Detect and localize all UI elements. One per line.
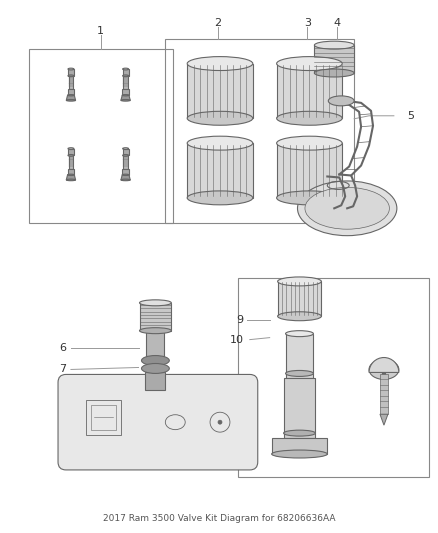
Text: 2017 Ram 3500 Valve Kit Diagram for 68206636AA: 2017 Ram 3500 Valve Kit Diagram for 6820…	[103, 514, 335, 523]
Text: 1: 1	[97, 26, 104, 36]
Ellipse shape	[187, 136, 253, 150]
Text: 9: 9	[237, 314, 244, 325]
Bar	[68, 69, 74, 76]
Bar	[165, 39, 354, 223]
Bar	[145, 373, 165, 390]
FancyBboxPatch shape	[58, 375, 258, 470]
Ellipse shape	[278, 312, 321, 321]
Text: 3: 3	[304, 18, 311, 28]
Wedge shape	[369, 358, 399, 373]
Ellipse shape	[123, 155, 128, 156]
Ellipse shape	[122, 174, 129, 175]
Ellipse shape	[123, 148, 128, 149]
Bar	[286, 334, 314, 378]
Ellipse shape	[123, 68, 128, 70]
Bar	[277, 143, 342, 198]
Ellipse shape	[369, 360, 399, 379]
Bar	[123, 149, 128, 156]
Text: 10: 10	[230, 335, 244, 345]
Polygon shape	[66, 95, 76, 100]
Ellipse shape	[68, 155, 74, 156]
Ellipse shape	[123, 75, 128, 77]
Ellipse shape	[67, 94, 74, 96]
Bar	[277, 63, 342, 118]
Bar	[86, 400, 120, 435]
Bar	[187, 143, 253, 198]
Ellipse shape	[277, 111, 342, 125]
Ellipse shape	[121, 100, 130, 101]
Bar	[123, 69, 128, 76]
Bar	[283, 378, 315, 438]
Bar	[278, 281, 321, 316]
Bar	[140, 303, 171, 330]
Bar	[91, 405, 116, 430]
Ellipse shape	[66, 179, 76, 181]
Text: 4: 4	[334, 18, 341, 28]
Text: 7: 7	[60, 365, 67, 375]
Ellipse shape	[68, 68, 74, 70]
Bar	[122, 90, 129, 95]
Polygon shape	[66, 175, 76, 180]
Ellipse shape	[141, 364, 170, 374]
Ellipse shape	[277, 136, 342, 150]
Text: 2: 2	[215, 18, 222, 28]
Ellipse shape	[328, 96, 354, 106]
Ellipse shape	[67, 174, 74, 175]
Polygon shape	[121, 95, 130, 100]
Bar	[69, 156, 73, 169]
Ellipse shape	[314, 69, 354, 77]
Ellipse shape	[286, 330, 314, 337]
Ellipse shape	[66, 100, 76, 101]
Ellipse shape	[68, 75, 74, 77]
Ellipse shape	[187, 111, 253, 125]
Ellipse shape	[141, 356, 170, 366]
Ellipse shape	[297, 181, 397, 236]
Ellipse shape	[305, 188, 389, 229]
Ellipse shape	[278, 277, 321, 286]
Ellipse shape	[272, 450, 327, 458]
Bar	[314, 45, 354, 73]
Bar	[380, 375, 388, 414]
Bar	[187, 63, 253, 118]
Ellipse shape	[277, 56, 342, 70]
Bar	[272, 438, 327, 454]
Ellipse shape	[121, 179, 130, 181]
Polygon shape	[121, 175, 130, 180]
Circle shape	[218, 420, 222, 424]
Bar	[68, 149, 74, 156]
Ellipse shape	[277, 191, 342, 205]
Text: 5: 5	[407, 111, 414, 121]
Ellipse shape	[314, 41, 354, 49]
Bar	[69, 76, 73, 90]
Ellipse shape	[140, 300, 171, 306]
Bar	[146, 330, 164, 360]
Bar	[29, 49, 173, 223]
Bar	[124, 76, 128, 90]
Bar	[124, 156, 128, 169]
Ellipse shape	[187, 56, 253, 70]
Ellipse shape	[68, 148, 74, 149]
Ellipse shape	[286, 370, 314, 376]
Bar	[67, 169, 74, 175]
Ellipse shape	[187, 191, 253, 205]
Bar	[122, 169, 129, 175]
Ellipse shape	[283, 430, 315, 436]
Ellipse shape	[140, 328, 171, 334]
Ellipse shape	[122, 94, 129, 96]
Bar	[238, 278, 429, 477]
Polygon shape	[380, 414, 388, 425]
Bar	[67, 90, 74, 95]
Text: 6: 6	[60, 343, 67, 352]
